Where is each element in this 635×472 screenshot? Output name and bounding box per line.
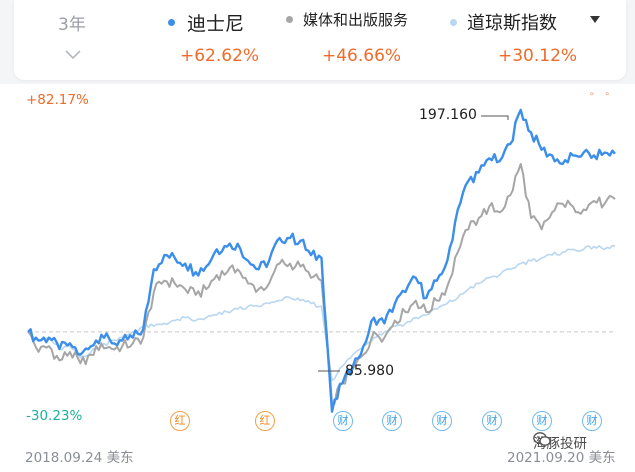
chart-settings-icon[interactable]: ⚬⚬ [587, 90, 619, 100]
series-pct-media: +46.66% [322, 46, 402, 66]
event-marker-earnings[interactable]: 财 [382, 411, 402, 431]
period-selector[interactable]: 3年 [14, 0, 134, 80]
series-toggle-disney[interactable]: 迪士尼 +62.62% [159, 0, 309, 80]
series-dot-disney [168, 19, 175, 26]
event-marker-earnings[interactable]: 财 [333, 411, 353, 431]
dropdown-arrow-icon[interactable] [590, 16, 600, 23]
x-end-label: 2021.09.20 美东 [507, 450, 616, 466]
event-marker-dividend[interactable]: 红 [255, 411, 275, 431]
y-max-label: +82.17% [26, 92, 89, 108]
series-name-dow: 道琼斯指数 [467, 13, 557, 34]
period-label: 3年 [58, 15, 86, 35]
series-dot-media [286, 16, 293, 23]
event-marker-earnings[interactable]: 财 [532, 411, 552, 431]
event-marker-earnings[interactable]: 财 [432, 411, 452, 431]
y-min-label: -30.23% [26, 408, 83, 424]
series-line-media [27, 163, 616, 405]
watermark: 海豚投研 [533, 432, 587, 452]
series-name-disney: 迪士尼 [187, 13, 245, 35]
event-marker-dividend[interactable]: 红 [170, 411, 190, 431]
event-marker-earnings[interactable]: 财 [582, 411, 602, 431]
header-card: 3年 迪士尼 +62.62% 媒体和出版服务 +46.66% 道琼斯指数 +30… [14, 0, 626, 80]
series-dot-dow [450, 18, 457, 26]
high-annotation: 197.160 [419, 107, 477, 123]
high-leader-line [481, 115, 509, 120]
event-marker-earnings[interactable]: 财 [482, 411, 502, 431]
series-pct-disney: +62.62% [180, 46, 260, 66]
series-name-media: 媒体和出版服务 [303, 11, 409, 29]
price-chart[interactable]: +82.17% -30.23% 197.160 85.980 ⚬⚬ 红 红 财 财 财 财… [0, 84, 635, 472]
series-toggle-dow[interactable]: 道琼斯指数 +30.12% [450, 0, 620, 80]
chart-plot [27, 108, 616, 413]
x-start-label: 2018.09.24 美东 [25, 450, 134, 466]
chevron-down-icon [65, 50, 81, 59]
low-annotation: 85.980 [345, 363, 394, 379]
series-line-disney [27, 108, 616, 413]
series-toggle-media[interactable]: 媒体和出版服务 +46.66% [286, 0, 456, 80]
series-pct-dow: +30.12% [498, 46, 578, 66]
wechat-icon [533, 432, 551, 446]
